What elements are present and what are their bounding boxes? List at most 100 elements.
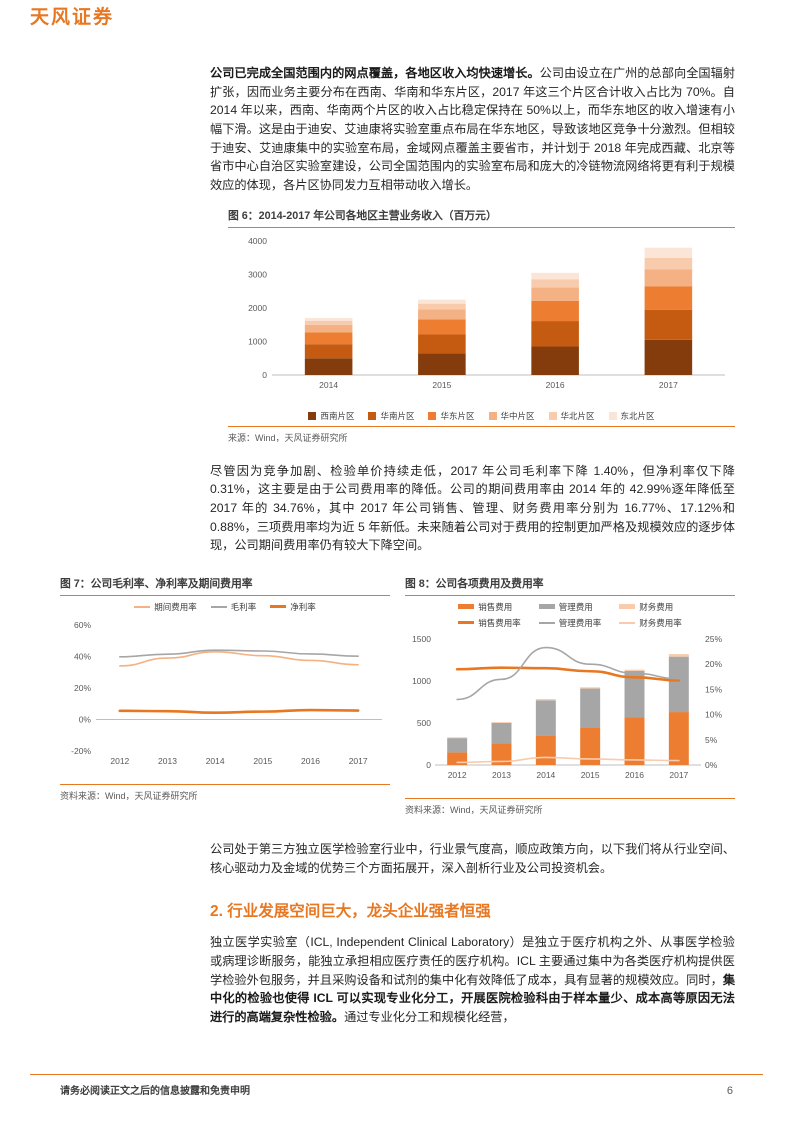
legend-swatch: [270, 605, 287, 609]
svg-text:2012: 2012: [448, 770, 467, 780]
svg-text:4000: 4000: [248, 236, 267, 246]
svg-text:1500: 1500: [412, 634, 431, 644]
region-revenue-stacked-bar-chart: 0 1000 2000 3000 4000 2014 2015 2016 2017: [228, 233, 735, 406]
paragraph-icl-bold: 集中化的检验也使得 ICL 可以实现专业化分工，开展医院检验科由于样本量少、成本…: [210, 972, 735, 1024]
legend-swatch: [458, 604, 475, 610]
legend-item: 华中片区: [488, 410, 535, 422]
svg-text:2015: 2015: [253, 756, 272, 766]
figure-7-title: 图 7：公司毛利率、净利率及期间费用率: [60, 575, 390, 596]
svg-text:15%: 15%: [705, 684, 722, 694]
legend-swatch: [134, 605, 151, 608]
section-2-heading: 2. 行业发展空间巨大，龙头企业强者恒强: [210, 903, 491, 921]
svg-text:40%: 40%: [74, 651, 91, 661]
legend-swatch: [488, 411, 497, 420]
paragraph-lead-bold: 公司已完成全国范围内的网点覆盖，各地区收入均快速增长。: [210, 66, 540, 80]
svg-text:1000: 1000: [248, 336, 267, 346]
svg-text:25%: 25%: [705, 634, 722, 644]
figure-8-legend: 销售费用 管理费用 财务费用销售费用率 管理费用率 财务费用率: [405, 601, 735, 629]
figure-row: 图 7：公司毛利率、净利率及期间费用率 期间费用率 毛利率 净利率 -20% 0% 20…: [60, 575, 735, 816]
svg-text:2013: 2013: [492, 770, 511, 780]
expense-combo-chart: 0 500 1000 1500 0% 5% 10% 15% 20% 25% 2012 2013 2014…: [405, 631, 735, 794]
legend-swatch: [538, 604, 555, 610]
svg-text:0: 0: [262, 370, 267, 380]
legend-item: 销售费用率: [458, 617, 521, 629]
paragraph-icl-definition: 独立医学实验室（ICL, Independent Clinical Labora…: [210, 935, 735, 1024]
svg-text:60%: 60%: [74, 620, 91, 630]
legend-swatch: [608, 411, 617, 420]
figure-6-title: 图 6：2014-2017 年公司各地区主营业务收入（百万元）: [228, 207, 735, 228]
legend-item: 毛利率: [210, 601, 257, 613]
svg-text:20%: 20%: [705, 659, 722, 669]
legend-label: 净利率: [290, 601, 316, 612]
legend-label: 华北片区: [560, 410, 595, 421]
svg-text:2016: 2016: [546, 380, 565, 390]
svg-text:2013: 2013: [158, 756, 177, 766]
page-footer: 请务必阅读正文之后的信息披露和免责申明 6: [30, 1074, 763, 1097]
svg-text:0%: 0%: [705, 760, 718, 770]
paragraph-expense-ratios: 尽管因为竞争加剧、检验单价持续走低，2017 年公司毛利率下降 1.40%，但净…: [210, 463, 735, 553]
legend-item: 净利率: [270, 601, 316, 613]
legend-item: 西南片区: [308, 410, 354, 422]
legend-swatch: [210, 605, 227, 608]
legend-swatch: [538, 621, 555, 624]
svg-text:0%: 0%: [79, 714, 92, 724]
figure-6-block: 图 6：2014-2017 年公司各地区主营业务收入（百万元） 0 1000 200…: [228, 207, 735, 444]
legend-label: 财务费用率: [639, 617, 682, 628]
legend-label: 东北片区: [620, 410, 655, 421]
legend-item: 销售费用: [458, 601, 521, 613]
legend-label: 华中片区: [500, 410, 535, 421]
figure-7-legend: 期间费用率 毛利率 净利率: [60, 601, 390, 613]
svg-text:500: 500: [417, 718, 431, 728]
legend-swatch: [458, 621, 475, 625]
legend-item: 华南片区: [368, 410, 414, 422]
paragraph-network-coverage: 公司已完成全国范围内的网点覆盖，各地区收入均快速增长。公司由设立在广州的总部向全…: [210, 66, 736, 192]
legend-label: 销售费用: [478, 601, 513, 612]
legend-label: 管理费用率: [558, 617, 602, 628]
legend-item: 管理费用: [538, 601, 602, 613]
svg-text:-20%: -20%: [71, 746, 91, 756]
svg-text:2014: 2014: [319, 380, 338, 390]
legend-item: 东北片区: [608, 410, 655, 422]
legend-label: 西南片区: [320, 410, 355, 421]
legend-label: 华东片区: [440, 410, 475, 421]
svg-text:10%: 10%: [705, 709, 722, 719]
svg-text:2016: 2016: [625, 770, 644, 780]
legend-label: 期间费用率: [154, 601, 197, 612]
legend-swatch: [619, 621, 636, 624]
legend-label: 管理费用: [558, 601, 593, 612]
figure-8-source: 资料来源：Wind，天风证券研究所: [405, 797, 735, 816]
legend-item: 华北片区: [548, 410, 595, 422]
figure-6-source: 来源：Wind，天风证券研究所: [228, 425, 735, 444]
figure-7-source: 资料来源：Wind，天风证券研究所: [60, 783, 390, 802]
svg-text:5%: 5%: [705, 735, 718, 745]
svg-text:2017: 2017: [659, 380, 678, 390]
svg-text:0: 0: [426, 760, 431, 770]
svg-text:3000: 3000: [248, 269, 267, 279]
svg-text:2017: 2017: [669, 770, 688, 780]
company-logo: 天风证券: [30, 7, 115, 28]
svg-text:2000: 2000: [248, 303, 267, 313]
legend-swatch: [619, 604, 636, 610]
legend-item: 华东片区: [428, 410, 475, 422]
figure-8-block: 图 8：公司各项费用及费用率 销售费用 管理费用 财务费用销售费用率 管理费用率 财务费…: [405, 575, 735, 816]
figure-6-legend: 西南片区 华南片区 华东片区 华中片区 华北片区 东北片区: [228, 410, 735, 422]
paragraph-industry-intro: 公司处于第三方独立医学检验室行业中，行业景气度高，顺应政策方向，以下我们将从行业…: [210, 841, 735, 875]
svg-text:1000: 1000: [412, 676, 431, 686]
legend-label: 销售费用率: [478, 617, 521, 628]
svg-text:2012: 2012: [110, 756, 129, 766]
svg-text:2017: 2017: [349, 756, 368, 766]
page-number: 6: [726, 1085, 733, 1097]
figure-8-title: 图 8：公司各项费用及费用率: [405, 575, 735, 596]
legend-label: 毛利率: [230, 601, 257, 612]
margin-rate-line-chart: -20% 0% 20% 40% 60% 2012 2013 2014 2015 2016 2017: [60, 617, 390, 780]
legend-swatch: [368, 411, 377, 420]
footer-disclaimer: 请务必阅读正文之后的信息披露和免责申明: [60, 1086, 250, 1097]
svg-text:2015: 2015: [581, 770, 600, 780]
legend-swatch: [308, 411, 317, 420]
legend-label: 财务费用: [639, 601, 674, 612]
legend-item: 财务费用: [619, 601, 682, 613]
legend-item: 财务费用率: [619, 617, 682, 629]
legend-item: 期间费用率: [134, 601, 197, 613]
svg-text:20%: 20%: [74, 683, 91, 693]
